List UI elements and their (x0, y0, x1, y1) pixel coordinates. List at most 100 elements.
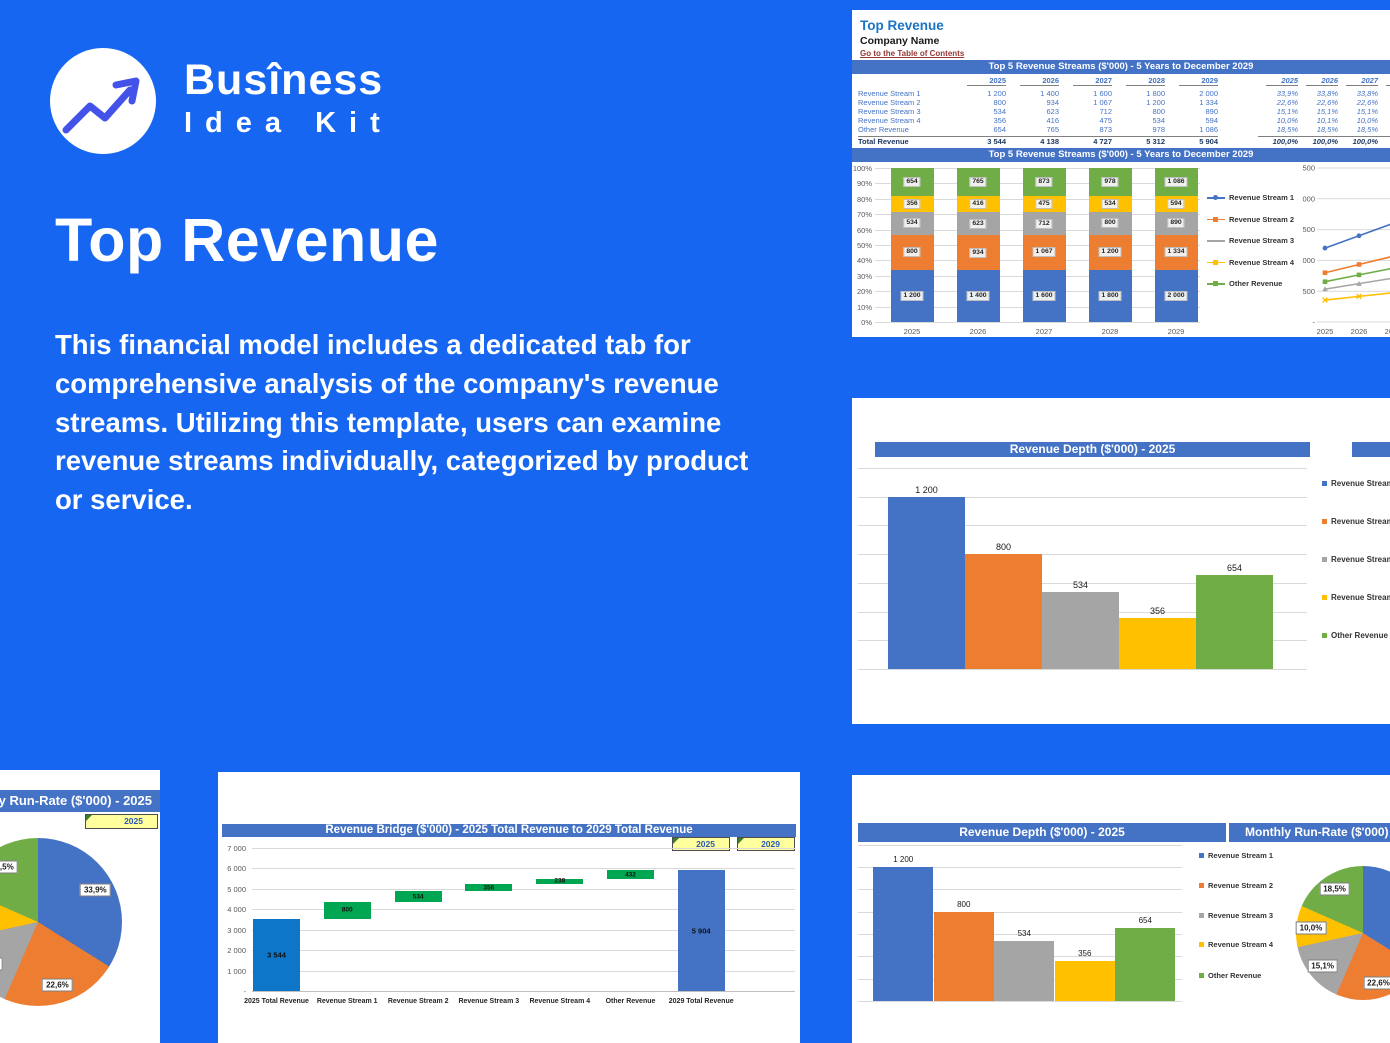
table-cell-pct: 22,6% (1276, 98, 1298, 107)
x-axis-label: 2029 (1167, 327, 1185, 336)
bar-value-label: 475 (1035, 199, 1053, 210)
y-axis-tick: 50% (856, 241, 872, 250)
gridline (858, 867, 1182, 868)
depth-bar (873, 867, 933, 1001)
legend-label: Revenue Stream 3 (1331, 555, 1390, 564)
x-axis-label: 2026 (969, 327, 987, 336)
y-axis-tick: 30% (856, 271, 872, 281)
table-cell-pct: 18,5% (1276, 125, 1298, 134)
x-axis-label: 2029 Total Revenue (668, 998, 734, 1006)
table-total-cell: 4 727 (1059, 136, 1112, 146)
table-cell-pct: 33,8% (1316, 89, 1338, 98)
y-axis-tick: 80% (856, 194, 872, 204)
legend-label: Revenue Stream 1 (1208, 851, 1274, 860)
gridline (858, 525, 1307, 527)
bar-value-label: 238 (554, 877, 566, 885)
table-pct-year-header: 2028 (1386, 76, 1390, 86)
table-pct-year-header: 2025 (1266, 76, 1298, 86)
depth-bar-chart: 1 200 800 534 356 654 (852, 458, 1390, 724)
legend-label: Revenue Stream 2 (1331, 517, 1390, 526)
section-title-bar-fragment (1352, 442, 1390, 457)
bar-value-label: 800 (1101, 218, 1119, 229)
legend-label: Revenue Stream 3 (1208, 911, 1274, 920)
bar-value-label: 765 (969, 177, 987, 188)
waterfall-bar (607, 870, 654, 880)
depth-bar (994, 941, 1054, 1001)
chart-title-bar: Top 5 Revenue Streams ($'000) - 5 Years … (852, 148, 1390, 162)
bar-value-label: 534 (903, 218, 921, 229)
table-year-header: 2025 (967, 76, 1006, 86)
table-cell-pct: 22,6% (1316, 98, 1338, 107)
table-total-pct: 100,0% (1338, 136, 1378, 146)
depth-bar (1042, 592, 1119, 669)
legend-item: Revenue Stream 4 (1322, 593, 1390, 602)
bar-value-label: 1 334 (1164, 247, 1188, 258)
gridline (858, 554, 1307, 556)
section-title-bar: Monthly Run-Rate ($'000) - 2025 (0, 790, 160, 812)
table-cell: 623 (1046, 107, 1059, 116)
table-cell-pct: 18,5% (1356, 125, 1378, 134)
y-axis-tick: 7 000 (227, 843, 246, 853)
bar-value-label: 416 (969, 199, 987, 210)
table-title-bar: Top 5 Revenue Streams ($'000) - 5 Years … (852, 60, 1390, 74)
bar-value-label: 800 (903, 247, 921, 258)
table-cell: 534 (1152, 116, 1165, 125)
y-axis-tick: 0% (861, 318, 872, 327)
table-cell: 873 (1099, 125, 1112, 134)
waterfall-bar (677, 870, 725, 992)
section-title-bar: Revenue Depth ($'000) - 2025 (875, 442, 1310, 457)
svg-text:2 500: 2 500 (1302, 164, 1315, 173)
svg-text:2026: 2026 (1351, 327, 1368, 336)
y-axis-tick: 6 000 (227, 864, 246, 874)
table-of-contents-link[interactable]: Go to the Table of Contents (860, 49, 965, 58)
gridline (252, 929, 795, 931)
pie-slice-label: 22,6% (42, 978, 73, 992)
table-total-cell: 5 904 (1165, 136, 1218, 146)
legend-swatch (1322, 481, 1327, 486)
stacked-bar-chart: 100% 90% 80% 70% 60% 50% 40% 30% 20% 10% 0% 1 200 80… (852, 150, 1302, 337)
year-dropdown[interactable]: 2025 (85, 814, 158, 829)
table-cell-pct: 10,0% (1356, 116, 1378, 125)
section-title-bar: Revenue Depth ($'000) - 2025 (858, 823, 1226, 842)
table-total-pct: 100,0% (1298, 136, 1338, 146)
revenue-table: 2025 2026 2027 2028 2029 2025 2026 2027 2028 Reve… (852, 76, 1390, 148)
svg-text:2025: 2025 (1317, 327, 1334, 336)
table-cell-pct: 10,0% (1276, 116, 1298, 125)
y-axis-tick: 3 000 (227, 925, 246, 935)
svg-text:-: - (1313, 318, 1316, 327)
table-row-label: Revenue Stream 4 (858, 116, 921, 125)
legend-label: Revenue Stream 3 (1229, 236, 1295, 245)
legend-label: Revenue Stream 4 (1331, 593, 1390, 602)
gridline (252, 950, 795, 952)
y-axis-tick: 40% (856, 256, 872, 266)
year-from-dropdown[interactable]: 2025 (672, 837, 730, 851)
bar-value-label: 623 (969, 218, 987, 229)
svg-text:2027: 2027 (1385, 327, 1390, 336)
waterfall-bar (536, 879, 584, 884)
year-to-dropdown[interactable]: 2029 (737, 837, 795, 851)
table-cell-pct: 33,8% (1356, 89, 1378, 98)
depth-bar (1119, 617, 1196, 669)
bar-value-label: 534 (1072, 580, 1089, 591)
bar-value-label: 534 (1017, 929, 1031, 939)
table-cell: 416 (1046, 116, 1059, 125)
page-title: Top Revenue (55, 206, 439, 274)
pie-slice-label: 15,1% (0, 957, 3, 971)
bar-value-label: 356 (1149, 605, 1166, 616)
y-axis-tick: 100% (852, 164, 872, 173)
bar-value-label: 654 (903, 177, 921, 188)
table-cell: 594 (1205, 116, 1218, 125)
bar-value-label: 712 (1035, 218, 1053, 229)
bar-value-label: 1 200 (1098, 247, 1122, 258)
bar-value-label: 5 904 (691, 926, 711, 936)
x-axis-label: Other Revenue (605, 998, 656, 1006)
legend-line-marker (1207, 237, 1225, 244)
gridline (858, 582, 1307, 584)
bar-value-label: 1 800 (1098, 290, 1122, 301)
legend-item: Revenue Stream 1 (1207, 193, 1294, 202)
gridline (252, 970, 795, 972)
legend-swatch (1199, 913, 1204, 918)
svg-text:2 000: 2 000 (1302, 194, 1315, 203)
